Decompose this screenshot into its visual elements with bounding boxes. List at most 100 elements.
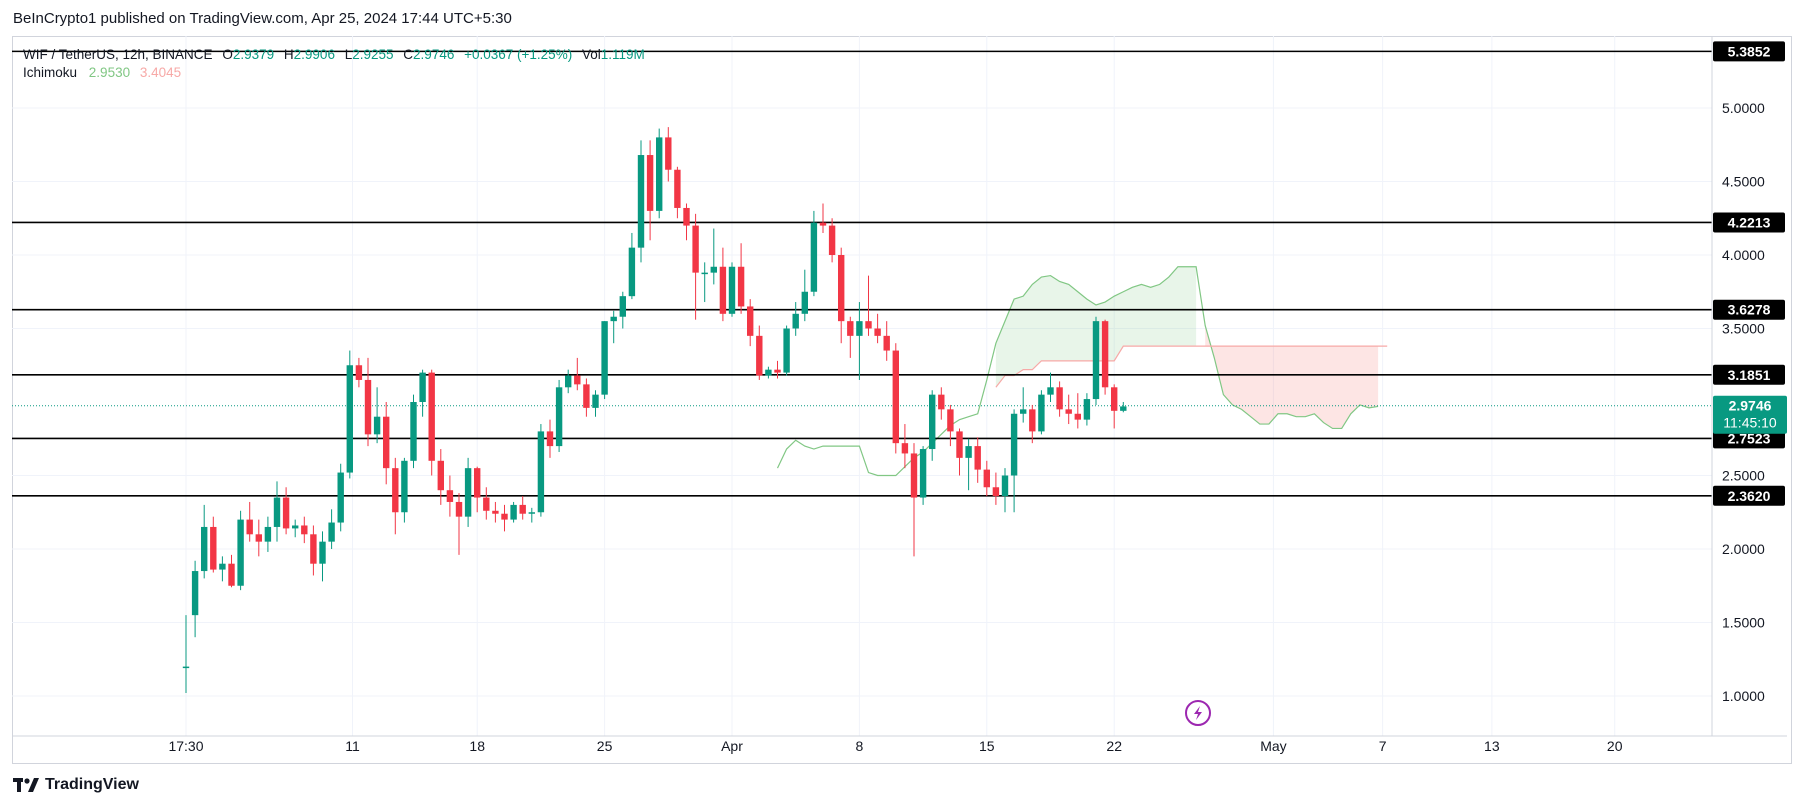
candle-body	[674, 169, 681, 208]
candle-body	[1111, 387, 1118, 411]
open-label: O	[222, 47, 233, 62]
x-tick-label: 25	[597, 738, 613, 754]
candle-body	[819, 222, 827, 226]
y-tick-label: 5.0000	[1722, 100, 1765, 116]
level-price-label: 2.3620	[1728, 488, 1771, 504]
x-tick-label: 15	[979, 738, 995, 754]
level-price-label: 4.2213	[1728, 214, 1771, 230]
close-label: C	[403, 47, 414, 62]
candle-body	[1047, 387, 1054, 395]
y-tick-label: 4.0000	[1722, 247, 1765, 263]
ichimoku-value-b: 3.4045	[139, 65, 182, 80]
candle-body	[537, 431, 545, 513]
candle-body	[182, 666, 190, 669]
candle-body	[719, 266, 727, 314]
candle-body	[455, 501, 463, 517]
x-tick-label: 22	[1106, 738, 1122, 754]
candle-body	[965, 446, 972, 458]
candle-body	[1020, 409, 1027, 414]
candle-body	[237, 519, 244, 586]
level-price-tag	[1713, 41, 1785, 62]
candle-body	[228, 563, 235, 586]
tradingview-logo[interactable]: TradingView	[13, 776, 139, 794]
candle-body	[546, 431, 554, 447]
y-tick-label: 2.0000	[1722, 541, 1765, 557]
level-price-tag	[1713, 299, 1785, 320]
candle-body	[483, 497, 490, 511]
candle-body	[646, 155, 654, 211]
ichimoku-cloud-red	[1205, 325, 1379, 429]
candle-body	[574, 375, 581, 385]
level-price-tag	[1713, 485, 1785, 506]
candle-body	[828, 225, 836, 255]
candle-body	[628, 247, 636, 297]
x-tick-label: May	[1260, 738, 1286, 754]
candle-body	[210, 526, 217, 570]
candle-body	[865, 321, 872, 329]
candle-body	[728, 266, 736, 314]
candle-body	[464, 468, 472, 517]
candle-body	[637, 155, 645, 248]
candle-body	[474, 468, 481, 498]
candle-body	[601, 321, 608, 395]
candle-body	[747, 306, 754, 336]
candle-body	[810, 222, 818, 292]
candle-body	[410, 402, 417, 461]
candle-body	[983, 469, 990, 488]
x-tick-label: 13	[1484, 738, 1500, 754]
candle-body	[901, 443, 909, 454]
current-price-tag	[1713, 395, 1787, 434]
candle-body	[273, 497, 281, 527]
level-price-tag	[1713, 364, 1785, 385]
candle-body	[346, 365, 353, 473]
candle-body	[301, 525, 308, 535]
candle-body	[774, 369, 781, 373]
candle-body	[528, 512, 535, 514]
candle-body	[947, 409, 954, 432]
ichimoku-leading-span-a	[776, 266, 1379, 477]
high-label: H	[283, 47, 294, 62]
candle-body	[992, 487, 1000, 497]
grid	[12, 36, 1712, 736]
candle-body	[938, 394, 945, 410]
level-price-label: 3.6278	[1728, 302, 1771, 318]
y-tick-label: 3.5000	[1722, 321, 1765, 337]
open-value: 2.9379	[232, 47, 275, 62]
x-tick-label: 8	[856, 738, 864, 754]
candle-body	[910, 453, 918, 498]
current-price-label: 2.9746	[1729, 398, 1772, 414]
ichimoku-value-a: 2.9530	[88, 65, 131, 80]
candle-body	[510, 504, 517, 520]
candle-body	[929, 394, 936, 450]
candle-body	[1065, 409, 1072, 414]
candle-body	[710, 266, 717, 273]
vol-label: Vol	[581, 47, 601, 62]
candle-body	[264, 526, 272, 542]
candle-body	[255, 534, 262, 542]
candle-body	[246, 519, 253, 535]
symbol-name[interactable]: WIF / TetherUS, 12h, BINANCE	[23, 47, 213, 62]
candle-body	[656, 137, 663, 211]
y-tick-label: 1.5000	[1722, 615, 1765, 631]
candle-body	[383, 416, 390, 469]
candle-body	[1083, 399, 1091, 420]
close-value: 2.9746	[413, 47, 455, 62]
candle-body	[191, 571, 199, 616]
candle-body	[765, 369, 772, 376]
candle-body	[838, 255, 845, 322]
x-tick-label: 18	[469, 738, 485, 754]
candle-body	[1038, 394, 1045, 432]
candle-body	[692, 225, 699, 273]
price-tags: 5.3852 4.2213 3.6278 3.1851 2.7523 2.3620 2.97…	[1713, 41, 1787, 506]
candle-body	[282, 497, 290, 529]
axes: 5.0000 4.5000 4.0000 3.5000 2.5000 2.0000 1.50…	[12, 36, 1787, 754]
candle-body	[701, 272, 708, 275]
ichimoku-leading-span-b	[995, 345, 1388, 388]
candle-body	[801, 291, 808, 314]
low-label: L	[344, 47, 353, 62]
candle-body	[619, 296, 626, 317]
change-value: +0.0367 (+1.25%)	[464, 47, 573, 62]
ichimoku-legend[interactable]: Ichimoku 2.9530 3.4045	[23, 65, 181, 80]
candles	[182, 127, 1127, 694]
